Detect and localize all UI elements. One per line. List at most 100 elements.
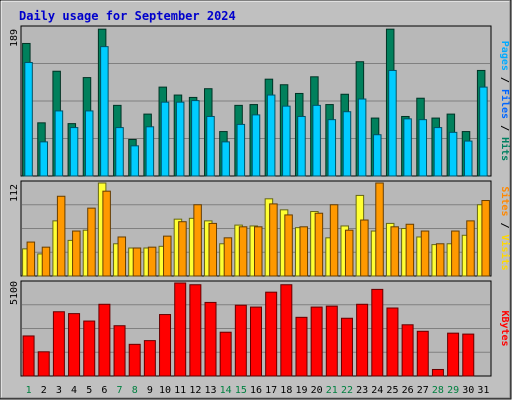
bar-files <box>327 119 337 177</box>
bar-sites <box>163 235 172 277</box>
x-tick-label: 25 <box>386 385 398 396</box>
bar-sites <box>254 226 263 277</box>
bar-kbytes <box>447 332 460 377</box>
panel-kbytes: 5100 KBytes <box>9 280 510 377</box>
x-tick-label: 4 <box>71 385 77 396</box>
x-tick-label: 11 <box>174 385 186 396</box>
bar-kbytes <box>416 330 429 377</box>
x-tick-label: 8 <box>132 385 138 396</box>
x-tick-label: 7 <box>117 385 123 396</box>
x-tick-label: 13 <box>204 385 216 396</box>
legend-entry: / <box>499 119 510 137</box>
bar-kbytes <box>310 306 323 377</box>
bar-kbytes <box>280 284 293 377</box>
bar-files <box>54 110 64 177</box>
x-tick-label: 24 <box>371 385 383 396</box>
x-tick-label: 9 <box>147 385 153 396</box>
x-tick-label: 18 <box>280 385 292 396</box>
bar-kbytes <box>52 311 65 377</box>
bar-files <box>236 123 246 177</box>
x-tick-label: 27 <box>417 385 429 396</box>
bar-kbytes <box>371 288 384 377</box>
bar-kbytes <box>340 317 353 377</box>
bar-files <box>115 127 124 177</box>
bar-files <box>479 86 488 177</box>
bar-kbytes <box>295 316 308 377</box>
legend-entry: Hits <box>499 137 511 161</box>
x-tick-label: 31 <box>477 385 489 396</box>
bar-files <box>130 145 139 177</box>
bar-files <box>418 119 428 177</box>
x-tick-label: 22 <box>341 385 353 396</box>
bar-files <box>448 131 458 177</box>
bar-sites <box>299 226 308 277</box>
bar-sites <box>451 230 460 277</box>
y-max-label: 5100 <box>9 281 20 305</box>
x-tick-label: 28 <box>432 385 444 396</box>
legend-entry: Pages <box>499 41 510 71</box>
x-tick-label: 12 <box>189 385 201 396</box>
bar-kbytes <box>83 320 96 377</box>
x-axis-labels: 1 2 3 4 5 6 7 8 9 10 11 12 13 14 15 16 17 18 19 20 21 22 23 24 2… <box>26 385 490 396</box>
bar-sites <box>375 182 384 277</box>
bar-files <box>84 110 94 177</box>
chart-title: Daily usage for September 2024 <box>19 9 236 23</box>
bar-files <box>388 69 397 177</box>
bar-sites <box>178 221 187 277</box>
bar-kbytes <box>401 324 414 377</box>
bar-sites <box>284 214 293 277</box>
bar-kbytes <box>462 333 475 377</box>
x-tick-label: 3 <box>56 385 62 396</box>
bar-kbytes <box>22 335 35 377</box>
legend-entry: Visits <box>499 235 511 271</box>
legend-entry: / <box>499 216 510 234</box>
legend: Pages / Files / Hits <box>499 41 511 161</box>
x-tick-label: 15 <box>235 385 247 396</box>
legend-entry: / <box>499 71 510 89</box>
bar-files <box>39 141 48 177</box>
bar-sites <box>481 200 490 277</box>
bar-kbytes <box>250 306 262 377</box>
bar-sites <box>269 203 278 277</box>
bar-files <box>282 105 291 177</box>
bar-sites <box>41 246 51 277</box>
bar-kbytes <box>37 351 50 377</box>
bar-files <box>433 127 443 177</box>
bar-kbytes <box>189 284 202 377</box>
x-tick-label: 14 <box>220 385 232 396</box>
bar-kbytes <box>204 301 217 377</box>
x-tick-label: 16 <box>250 385 262 396</box>
x-tick-label: 17 <box>265 385 277 396</box>
bar-sites <box>56 195 66 277</box>
x-tick-label: 26 <box>402 385 414 396</box>
bar-sites <box>223 237 233 277</box>
bar-sites <box>238 226 248 277</box>
x-tick-label: 30 <box>462 385 474 396</box>
x-tick-label: 23 <box>356 385 368 396</box>
chart-panels: 189 Pages / Files / Hits 112 Sites / Visits… <box>9 25 511 377</box>
legend: Sites / Visits <box>499 186 511 270</box>
bar-files <box>24 62 33 177</box>
bar-files <box>251 114 261 177</box>
bar-files <box>403 118 412 177</box>
x-tick-label: 10 <box>159 385 171 396</box>
x-tick-label: 19 <box>295 385 307 396</box>
bar-sites <box>329 204 339 277</box>
bar-kbytes <box>174 282 187 377</box>
bar-files <box>464 140 473 177</box>
bar-kbytes <box>325 305 338 377</box>
bar-sites <box>132 247 142 277</box>
legend: KBytes <box>499 310 510 346</box>
legend-entry: Sites <box>499 186 511 216</box>
bar-files <box>266 94 276 177</box>
bar-sites <box>435 243 445 277</box>
bar-sites <box>360 219 369 277</box>
bar-kbytes <box>219 331 232 377</box>
bar-files <box>373 134 382 177</box>
bar-sites <box>420 230 430 277</box>
bar-sites <box>87 207 96 277</box>
bar-files <box>312 104 321 177</box>
bar-kbytes <box>265 291 278 377</box>
bar-files <box>191 100 200 177</box>
bar-kbytes <box>128 343 141 377</box>
